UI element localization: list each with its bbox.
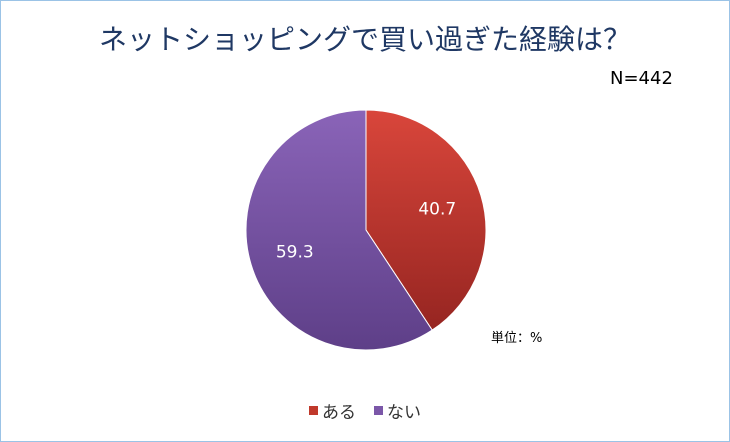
value-label-nai: 59.3 [276,242,314,262]
legend-label-aru: ある [322,403,356,423]
unit-label: 単位：% [491,331,543,346]
legend-label-nai: ない [387,403,421,423]
legend-item-aru: ある [309,398,356,423]
legend-swatch-nai [374,406,383,415]
pie-slice-nai [245,109,433,351]
legend: ある ない [0,398,730,423]
legend-item-nai: ない [374,398,421,423]
legend-swatch-aru [309,406,318,415]
chart-title: ネットショッピングで買い過ぎた経験は？ [98,23,631,56]
sample-size-label: N=442 [610,68,673,89]
value-label-aru: 40.7 [418,200,456,220]
